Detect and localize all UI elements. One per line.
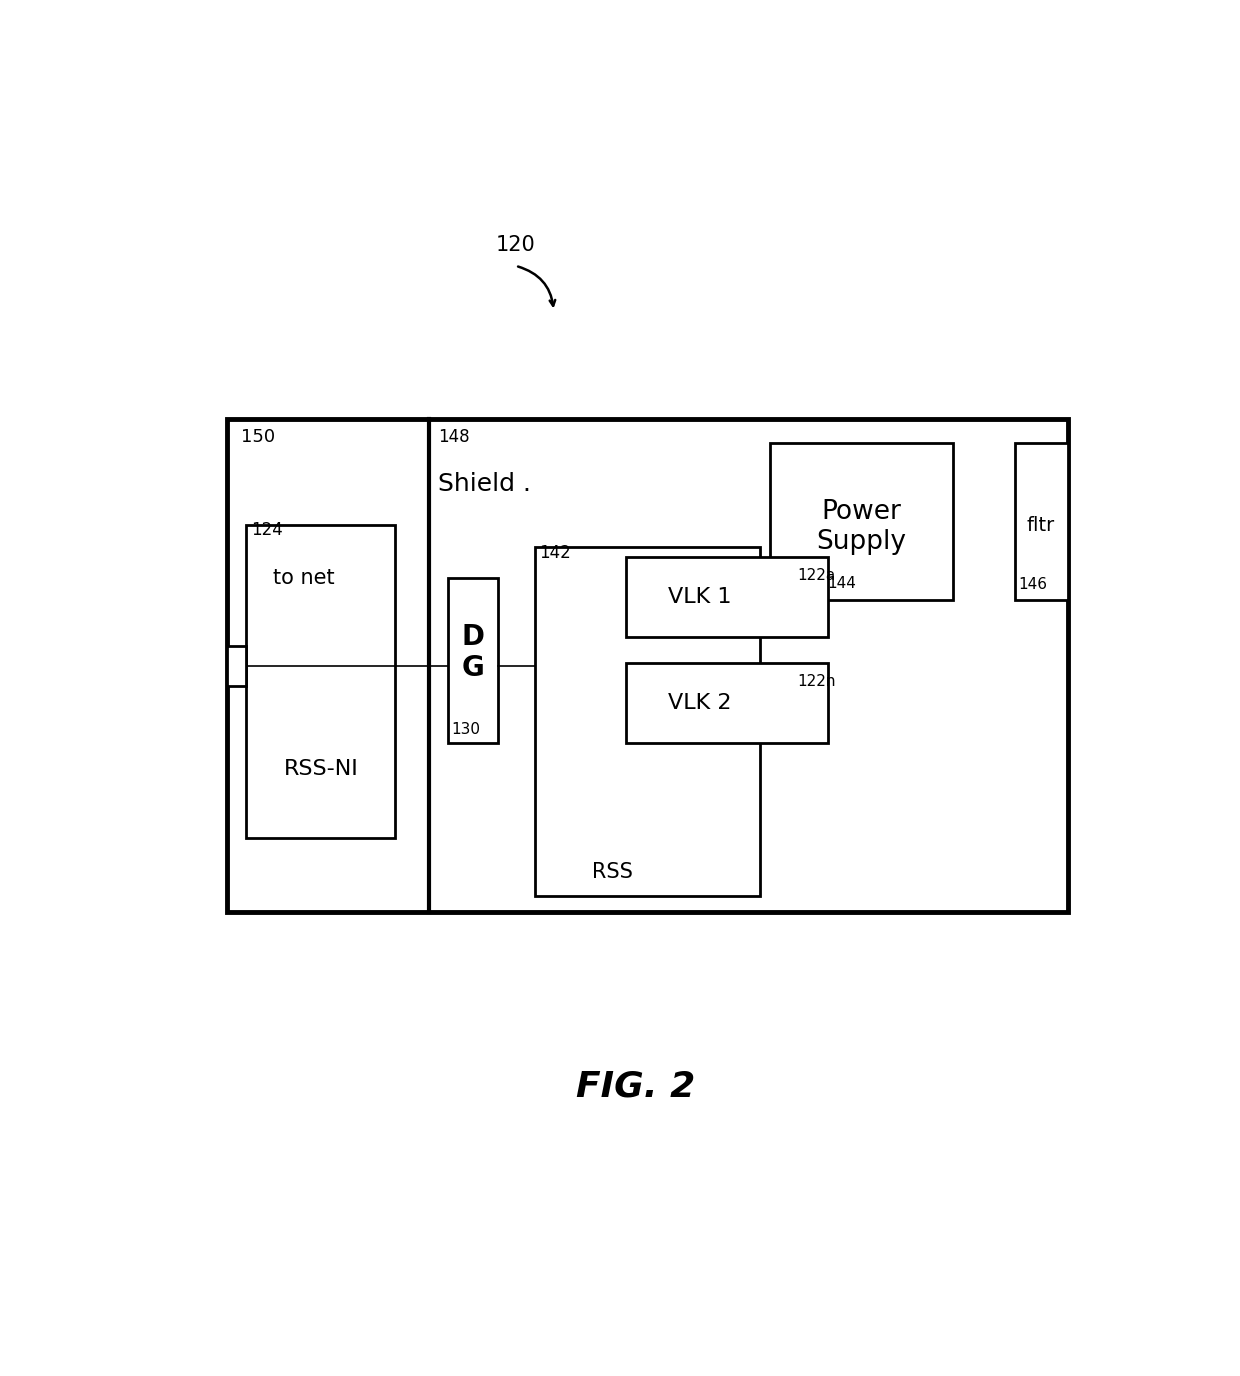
Bar (534, 546, 760, 896)
Bar (227, 420, 1068, 912)
Text: 130: 130 (451, 722, 480, 738)
Text: 150: 150 (242, 428, 275, 446)
Text: fltr: fltr (1027, 516, 1055, 535)
Text: FIG. 2: FIG. 2 (575, 1071, 696, 1104)
Text: 142: 142 (539, 545, 572, 563)
Text: 144: 144 (828, 577, 857, 592)
Text: 148: 148 (439, 428, 470, 446)
Text: Power
Supply: Power Supply (816, 499, 906, 556)
Text: 120: 120 (496, 235, 536, 255)
Text: 122n: 122n (797, 674, 836, 689)
Text: VLK 2: VLK 2 (668, 694, 732, 713)
Bar (448, 578, 498, 743)
Bar (227, 647, 247, 687)
Text: 146: 146 (1018, 577, 1047, 592)
Bar (626, 557, 828, 637)
Bar (770, 443, 952, 600)
Text: RSS: RSS (593, 863, 634, 882)
Bar (626, 663, 828, 743)
Text: VLK 1: VLK 1 (668, 588, 732, 607)
Text: to net: to net (273, 568, 335, 589)
Text: RSS-NI: RSS-NI (284, 760, 358, 779)
Bar (1016, 443, 1068, 600)
Text: 122a: 122a (797, 568, 836, 583)
Text: 124: 124 (250, 522, 283, 539)
Text: Shield .: Shield . (439, 472, 532, 497)
Bar (247, 526, 396, 838)
Text: D
G: D G (461, 623, 485, 681)
